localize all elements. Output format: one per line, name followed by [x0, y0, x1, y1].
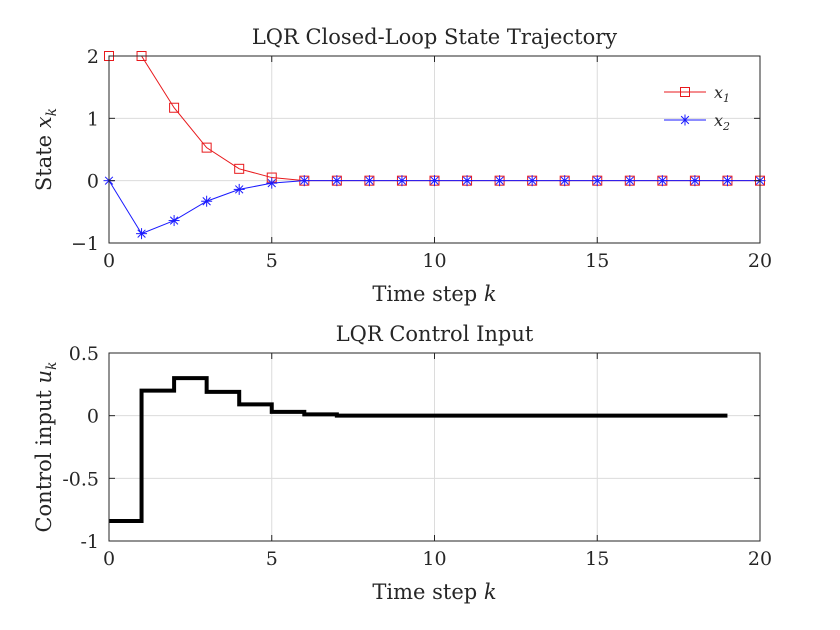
- grid-lines: [108, 55, 761, 244]
- series-group: [109, 376, 728, 523]
- data-point-x1: [201, 142, 212, 153]
- data-point-x2: [233, 183, 245, 195]
- data-point-x2: [298, 175, 310, 187]
- x-tick-label: 20: [748, 250, 772, 272]
- data-point-x2: [363, 175, 375, 187]
- data-point-x1: [234, 163, 245, 174]
- legend-label: x1: [714, 83, 730, 105]
- data-point-x1: [169, 102, 180, 113]
- y-tick-label: −1: [71, 233, 99, 255]
- data-point-x2: [559, 175, 571, 187]
- data-point-x2: [136, 228, 148, 240]
- tick-marks: [108, 352, 761, 542]
- data-point-x2: [266, 177, 278, 189]
- x-tick-label: 5: [266, 250, 278, 272]
- data-point-x2: [494, 175, 506, 187]
- data-point-x2: [168, 215, 180, 227]
- control-input-stairs: [109, 376, 728, 523]
- data-point-x2: [429, 175, 440, 187]
- x-tick-labels: 0 5 10 15 20: [103, 548, 772, 570]
- y-tick-label: 0: [87, 171, 99, 193]
- x-tick-labels: 0 5 10 15 20: [103, 250, 772, 272]
- x-tick-label: 0: [103, 250, 115, 272]
- legend-marker: [680, 87, 690, 97]
- control-input-axes: 0 5 10 15 20 -1 -0.5 0 0.5 LQR Control Input Ti…: [32, 322, 772, 604]
- data-point-x2: [526, 175, 538, 187]
- y-axis-label: Control input uk: [32, 361, 60, 532]
- x-tick-label: 15: [585, 250, 609, 272]
- chart-title: LQR Closed-Loop State Trajectory: [252, 25, 617, 49]
- legend-label: x2: [714, 111, 730, 133]
- data-point-x2: [721, 175, 733, 187]
- chart-title: LQR Control Input: [336, 322, 534, 346]
- x-tick-label: 10: [422, 250, 446, 272]
- y-tick-labels: −1 0 1 2: [71, 46, 99, 255]
- x-tick-label: 10: [422, 548, 446, 570]
- x-tick-label: 5: [266, 548, 278, 570]
- y-tick-label: -0.5: [62, 468, 99, 490]
- data-point-x2: [461, 175, 473, 187]
- data-point-x2: [201, 195, 213, 207]
- x-tick-label: 20: [748, 548, 772, 570]
- data-point-x2: [331, 175, 343, 187]
- data-point-x2: [396, 175, 408, 187]
- x-tick-label: 0: [103, 548, 115, 570]
- data-point-x2: [624, 175, 636, 187]
- y-axis-label: State xk: [32, 108, 60, 191]
- data-point-x2: [656, 175, 668, 187]
- y-tick-label: -1: [80, 531, 99, 553]
- tick-marks: [108, 55, 761, 244]
- x-axis-label: Time step k: [372, 580, 496, 604]
- x-tick-label: 15: [585, 548, 609, 570]
- y-tick-label: 1: [87, 108, 99, 130]
- data-point-x2: [689, 175, 701, 187]
- legend-marker: [679, 114, 691, 126]
- y-tick-label: 2: [87, 46, 99, 68]
- y-tick-label: 0.5: [69, 343, 99, 365]
- data-point-x2: [591, 175, 603, 187]
- y-tick-label: 0: [87, 406, 99, 428]
- x-axis-label: Time step k: [372, 282, 496, 306]
- y-tick-labels: -1 -0.5 0 0.5: [62, 343, 99, 553]
